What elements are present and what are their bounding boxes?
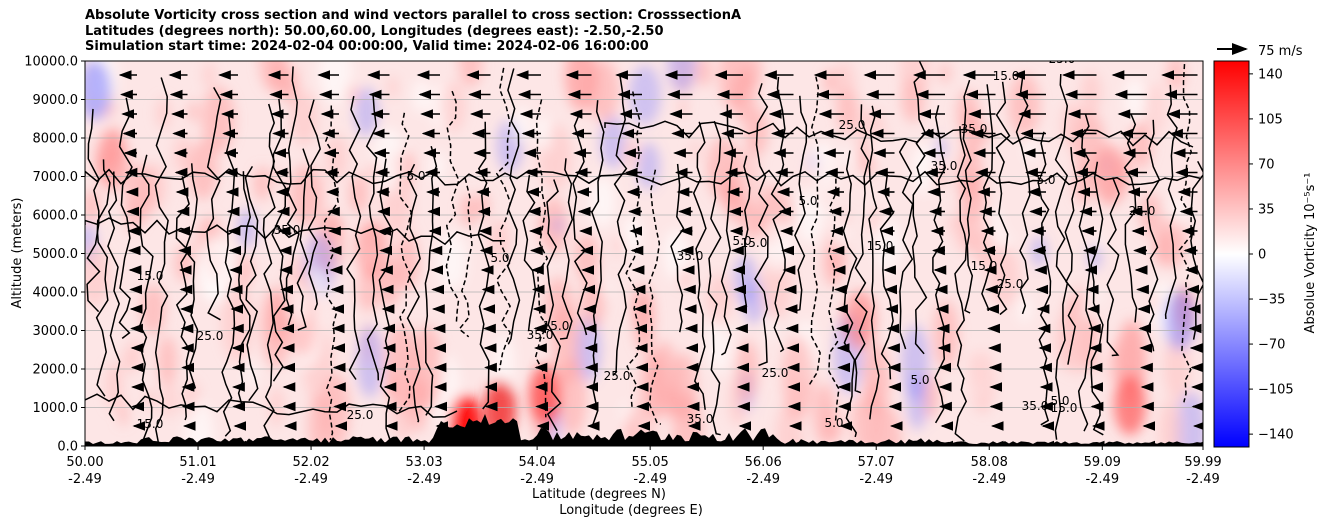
colorbar-tick-label: −70 xyxy=(1258,338,1285,353)
x-tick-label-longitude: -2.49 xyxy=(1186,472,1220,487)
contour-label: 25.0 xyxy=(1129,204,1156,218)
contour-label: 5.0 xyxy=(732,234,751,248)
colorbar-tick-label: 105 xyxy=(1258,112,1283,127)
colorbar: 140 105 70 35 0 −35 −70 −105 −140 Absolue Vortic… xyxy=(1213,60,1318,448)
contour-label: 25.0 xyxy=(762,366,789,380)
contour-label: 35.0 xyxy=(677,249,704,263)
contour-label: 15.0 xyxy=(137,269,164,283)
colorbar-label: Absolue Vorticity 10⁻⁵s⁻¹ xyxy=(1303,173,1318,334)
contour-label: 15.0 xyxy=(993,69,1020,83)
colorbar-gradient xyxy=(1213,60,1250,448)
contour-label: 15.0 xyxy=(741,236,768,250)
x-axis: 50.00 -2.49 51.01 -2.49 52.02 -2.49 53.03 -2.49… xyxy=(66,446,1222,487)
contour-label: 35.0 xyxy=(961,122,988,136)
y-tick-label: 1000.0 xyxy=(33,401,79,416)
x-tick-label-longitude: -2.49 xyxy=(972,472,1006,487)
x-tick-label-latitude: 54.04 xyxy=(519,455,556,470)
x-tick-label-latitude: 55.05 xyxy=(632,455,669,470)
x-tick-label-latitude: 58.08 xyxy=(971,455,1008,470)
contour-label: 35.0 xyxy=(931,159,958,173)
y-tick-label: 9000.0 xyxy=(33,93,79,108)
contour-label: 35.0 xyxy=(687,412,714,426)
title-line-1: Absolute Vorticity cross section and win… xyxy=(85,8,742,23)
contour-label: 25.0 xyxy=(839,118,866,132)
vector-key-label: 75 m/s xyxy=(1258,44,1303,59)
x-tick-label-latitude: 57.07 xyxy=(858,455,895,470)
x-axis-label-latitude: Latitude (degrees N) xyxy=(532,487,666,502)
plot-area: 5.015.025.035.05.015.025.035.05.015.025.… xyxy=(84,52,1204,447)
x-tick-label-latitude: 51.01 xyxy=(179,455,216,470)
x-tick-label-longitude: -2.49 xyxy=(520,472,554,487)
contour-label: 5.0 xyxy=(1036,173,1055,187)
contour-label: 5.0 xyxy=(910,373,929,387)
y-tick-label: 4000.0 xyxy=(33,286,79,301)
colorbar-tick-label: 35 xyxy=(1258,202,1275,217)
contour-label: 35.0 xyxy=(527,328,554,342)
contour-label: 25.0 xyxy=(604,369,631,383)
y-tick-label: 3000.0 xyxy=(33,324,79,339)
colorbar-tick-label: 0 xyxy=(1258,248,1266,263)
contour-label: 25.0 xyxy=(347,408,374,422)
contour-label: 15.0 xyxy=(543,319,570,333)
contour-label: 25.0 xyxy=(197,329,224,343)
contour-label: 15.0 xyxy=(1051,401,1078,415)
x-tick-label-latitude: 53.03 xyxy=(405,455,442,470)
contour-label: 15.0 xyxy=(867,239,894,253)
x-tick-label-longitude: -2.49 xyxy=(859,472,893,487)
x-tick-label-longitude: -2.49 xyxy=(294,472,328,487)
x-tick-label-latitude: 50.00 xyxy=(66,455,103,470)
y-tick-label: 0.0 xyxy=(57,440,78,455)
colorbar-ticks: 140 105 70 35 0 −35 −70 −105 −140 xyxy=(1249,67,1294,443)
y-tick-label: 5000.0 xyxy=(33,247,79,262)
x-tick-label-latitude: 59.99 xyxy=(1184,455,1221,470)
y-tick-label: 2000.0 xyxy=(33,363,79,378)
contour-label: 5.0 xyxy=(824,416,843,430)
contour-label: 5.0 xyxy=(406,169,425,183)
contour-label: 5.0 xyxy=(490,251,509,265)
contour-labels: 5.015.025.035.05.015.025.035.05.015.025.… xyxy=(137,52,1156,431)
y-tick-label: 6000.0 xyxy=(33,209,79,224)
colorbar-tick-label: −105 xyxy=(1258,383,1294,398)
y-tick-label: 10000.0 xyxy=(24,55,78,70)
x-tick-label-longitude: -2.49 xyxy=(181,472,215,487)
terrain-silhouette xyxy=(85,414,1203,446)
contour-label: 35.0 xyxy=(1022,399,1049,413)
colorbar-tick-label: 70 xyxy=(1258,157,1275,172)
contour-label: 5.0 xyxy=(1050,394,1069,408)
contour-label: 25.0 xyxy=(997,277,1024,291)
x-axis-label-longitude: Longitude (degrees E) xyxy=(559,503,703,518)
title-line-2: Latitudes (degrees north): 50.00,60.00, … xyxy=(85,23,664,39)
y-tick-label: 7000.0 xyxy=(33,170,79,185)
colorbar-tick-label: −140 xyxy=(1258,428,1294,443)
x-tick-label-longitude: -2.49 xyxy=(68,472,102,487)
x-tick-label-longitude: -2.49 xyxy=(746,472,780,487)
vector-key: 75 m/s xyxy=(1217,43,1303,59)
chart-title: Absolute Vorticity cross section and win… xyxy=(85,8,741,55)
contour-label: 35.0 xyxy=(274,223,301,237)
title-line-3: Simulation start time: 2024-02-04 00:00:… xyxy=(85,39,649,54)
y-axis-label: Altitude (meters) xyxy=(10,198,25,309)
contour-label: 15.0 xyxy=(137,417,164,431)
colorbar-tick-label: −35 xyxy=(1258,293,1285,308)
x-tick-label-latitude: 52.02 xyxy=(292,455,329,470)
contour-label: 25.0 xyxy=(1049,52,1076,66)
contour-label: 5.0 xyxy=(798,194,817,208)
x-tick-label-latitude: 59.09 xyxy=(1084,455,1121,470)
contour-label: 15.0 xyxy=(971,259,998,273)
wind-vectors xyxy=(118,70,1203,446)
y-tick-label: 8000.0 xyxy=(33,132,79,147)
colorbar-tick-label: 140 xyxy=(1258,67,1283,82)
x-tick-label-latitude: 56.06 xyxy=(745,455,782,470)
x-tick-label-longitude: -2.49 xyxy=(1085,472,1119,487)
y-axis: 0.0 1000.0 2000.0 3000.0 4000.0 5000.0 6000.0 7… xyxy=(24,55,85,455)
x-tick-label-longitude: -2.49 xyxy=(407,472,441,487)
x-tick-label-longitude: -2.49 xyxy=(633,472,667,487)
